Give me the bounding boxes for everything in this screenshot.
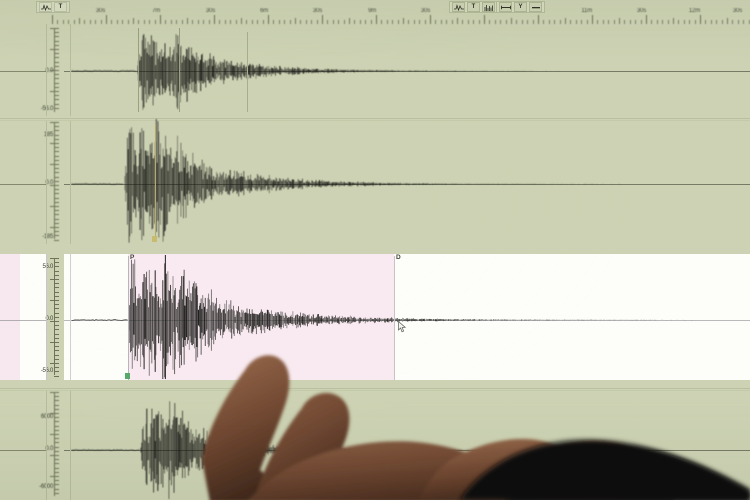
spectrum-icon[interactable] — [482, 2, 495, 12]
panel-4-axis-divider — [46, 391, 47, 500]
trace-panel-1[interactable]: 0.0 -56.0 — [0, 24, 750, 116]
axis-tick-label: 56.0 — [42, 264, 54, 270]
selection-left-gutter — [0, 254, 20, 380]
trace-3-waveform — [0, 254, 750, 380]
phase-marker-coda[interactable] — [247, 32, 248, 112]
text-tool-icon[interactable]: T — [467, 2, 480, 12]
minus-icon[interactable] — [529, 2, 542, 12]
ruler-tick-label: 30s — [420, 8, 430, 14]
trace-panel-2[interactable]: 185 0.0 -185 — [0, 118, 750, 244]
toolbar-group-right-a: T — [449, 1, 498, 13]
trace-2-waveform — [0, 118, 750, 244]
panel-1-axis-divider — [46, 24, 47, 116]
time-ruler[interactable]: 24s30s7m30s6m30s9m30s10m30s11m30s12m30s — [0, 8, 750, 24]
ruler-tick-label: 6m — [260, 8, 268, 14]
toolbar-group-right-b: Y — [496, 1, 545, 13]
trace-3-vertical-axis: 56.0 0.0 -56.0 — [41, 254, 64, 380]
ruler-tick-label: 7m — [152, 8, 160, 14]
axis-tick-label: 6000 — [41, 414, 53, 420]
ruler-tick-label: 30s — [636, 8, 646, 14]
phase-marker-d-label: D — [396, 254, 401, 261]
phase-marker-p[interactable] — [155, 124, 156, 236]
panel-3-plot-divider — [70, 254, 71, 380]
horizontal-scale-icon[interactable] — [499, 2, 512, 12]
ruler-tick-label: 11m — [581, 8, 592, 14]
phase-marker-p[interactable] — [138, 28, 139, 112]
panel-1-plot-divider — [70, 24, 71, 116]
phase-marker-p[interactable]: P — [128, 254, 134, 380]
panel-4-plot-divider — [70, 391, 71, 500]
toolbar: T T Y — [0, 0, 750, 14]
phase-marker-s[interactable] — [179, 28, 180, 112]
axis-tick-label: 185 — [43, 132, 53, 138]
axis-tick-label: 0.0 — [45, 68, 54, 74]
ruler-tick-label: 9m — [368, 8, 376, 14]
text-tool-icon[interactable]: T — [54, 2, 67, 12]
trace-2-vertical-axis: 185 0.0 -185 — [42, 118, 64, 244]
trace-background — [0, 24, 750, 116]
phase-marker-p-label: P — [130, 254, 135, 261]
phase-marker-d[interactable]: D — [394, 254, 401, 380]
trace-1-vertical-axis: 0.0 -56.0 — [41, 24, 64, 116]
trace-4-waveform — [0, 388, 750, 500]
ruler-tick-label: 30s — [312, 8, 322, 14]
panel-2-plot-divider — [70, 121, 71, 244]
axis-tick-label: -56.0 — [41, 368, 53, 374]
ruler-tick-label: 30s — [732, 8, 742, 14]
axis-tick-label: -56.0 — [41, 106, 53, 112]
panel-3-axis-divider — [46, 254, 47, 380]
arrow-cursor-icon — [398, 320, 407, 333]
waveform-icon[interactable] — [39, 2, 52, 12]
ruler-tick-label: 30s — [205, 8, 215, 14]
y-axis-icon[interactable]: Y — [514, 2, 527, 12]
axis-tick-label: 0.0 — [45, 446, 54, 452]
phase-marker-handle[interactable] — [152, 236, 157, 242]
panel-2-axis-divider — [46, 121, 47, 244]
axis-tick-label: -185 — [42, 234, 53, 240]
sleeve-foreground — [460, 440, 750, 500]
ruler-tick-label: 30s — [95, 8, 105, 14]
axis-tick-label: 0.0 — [45, 180, 54, 186]
toolbar-group-left: T — [36, 1, 70, 13]
trace-1-waveform — [0, 24, 750, 116]
waveform-icon[interactable] — [452, 2, 465, 12]
axis-tick-label: 0.0 — [45, 316, 54, 322]
ruler-tick-label: 12m — [688, 8, 700, 14]
selection-start-handle[interactable] — [125, 373, 130, 379]
